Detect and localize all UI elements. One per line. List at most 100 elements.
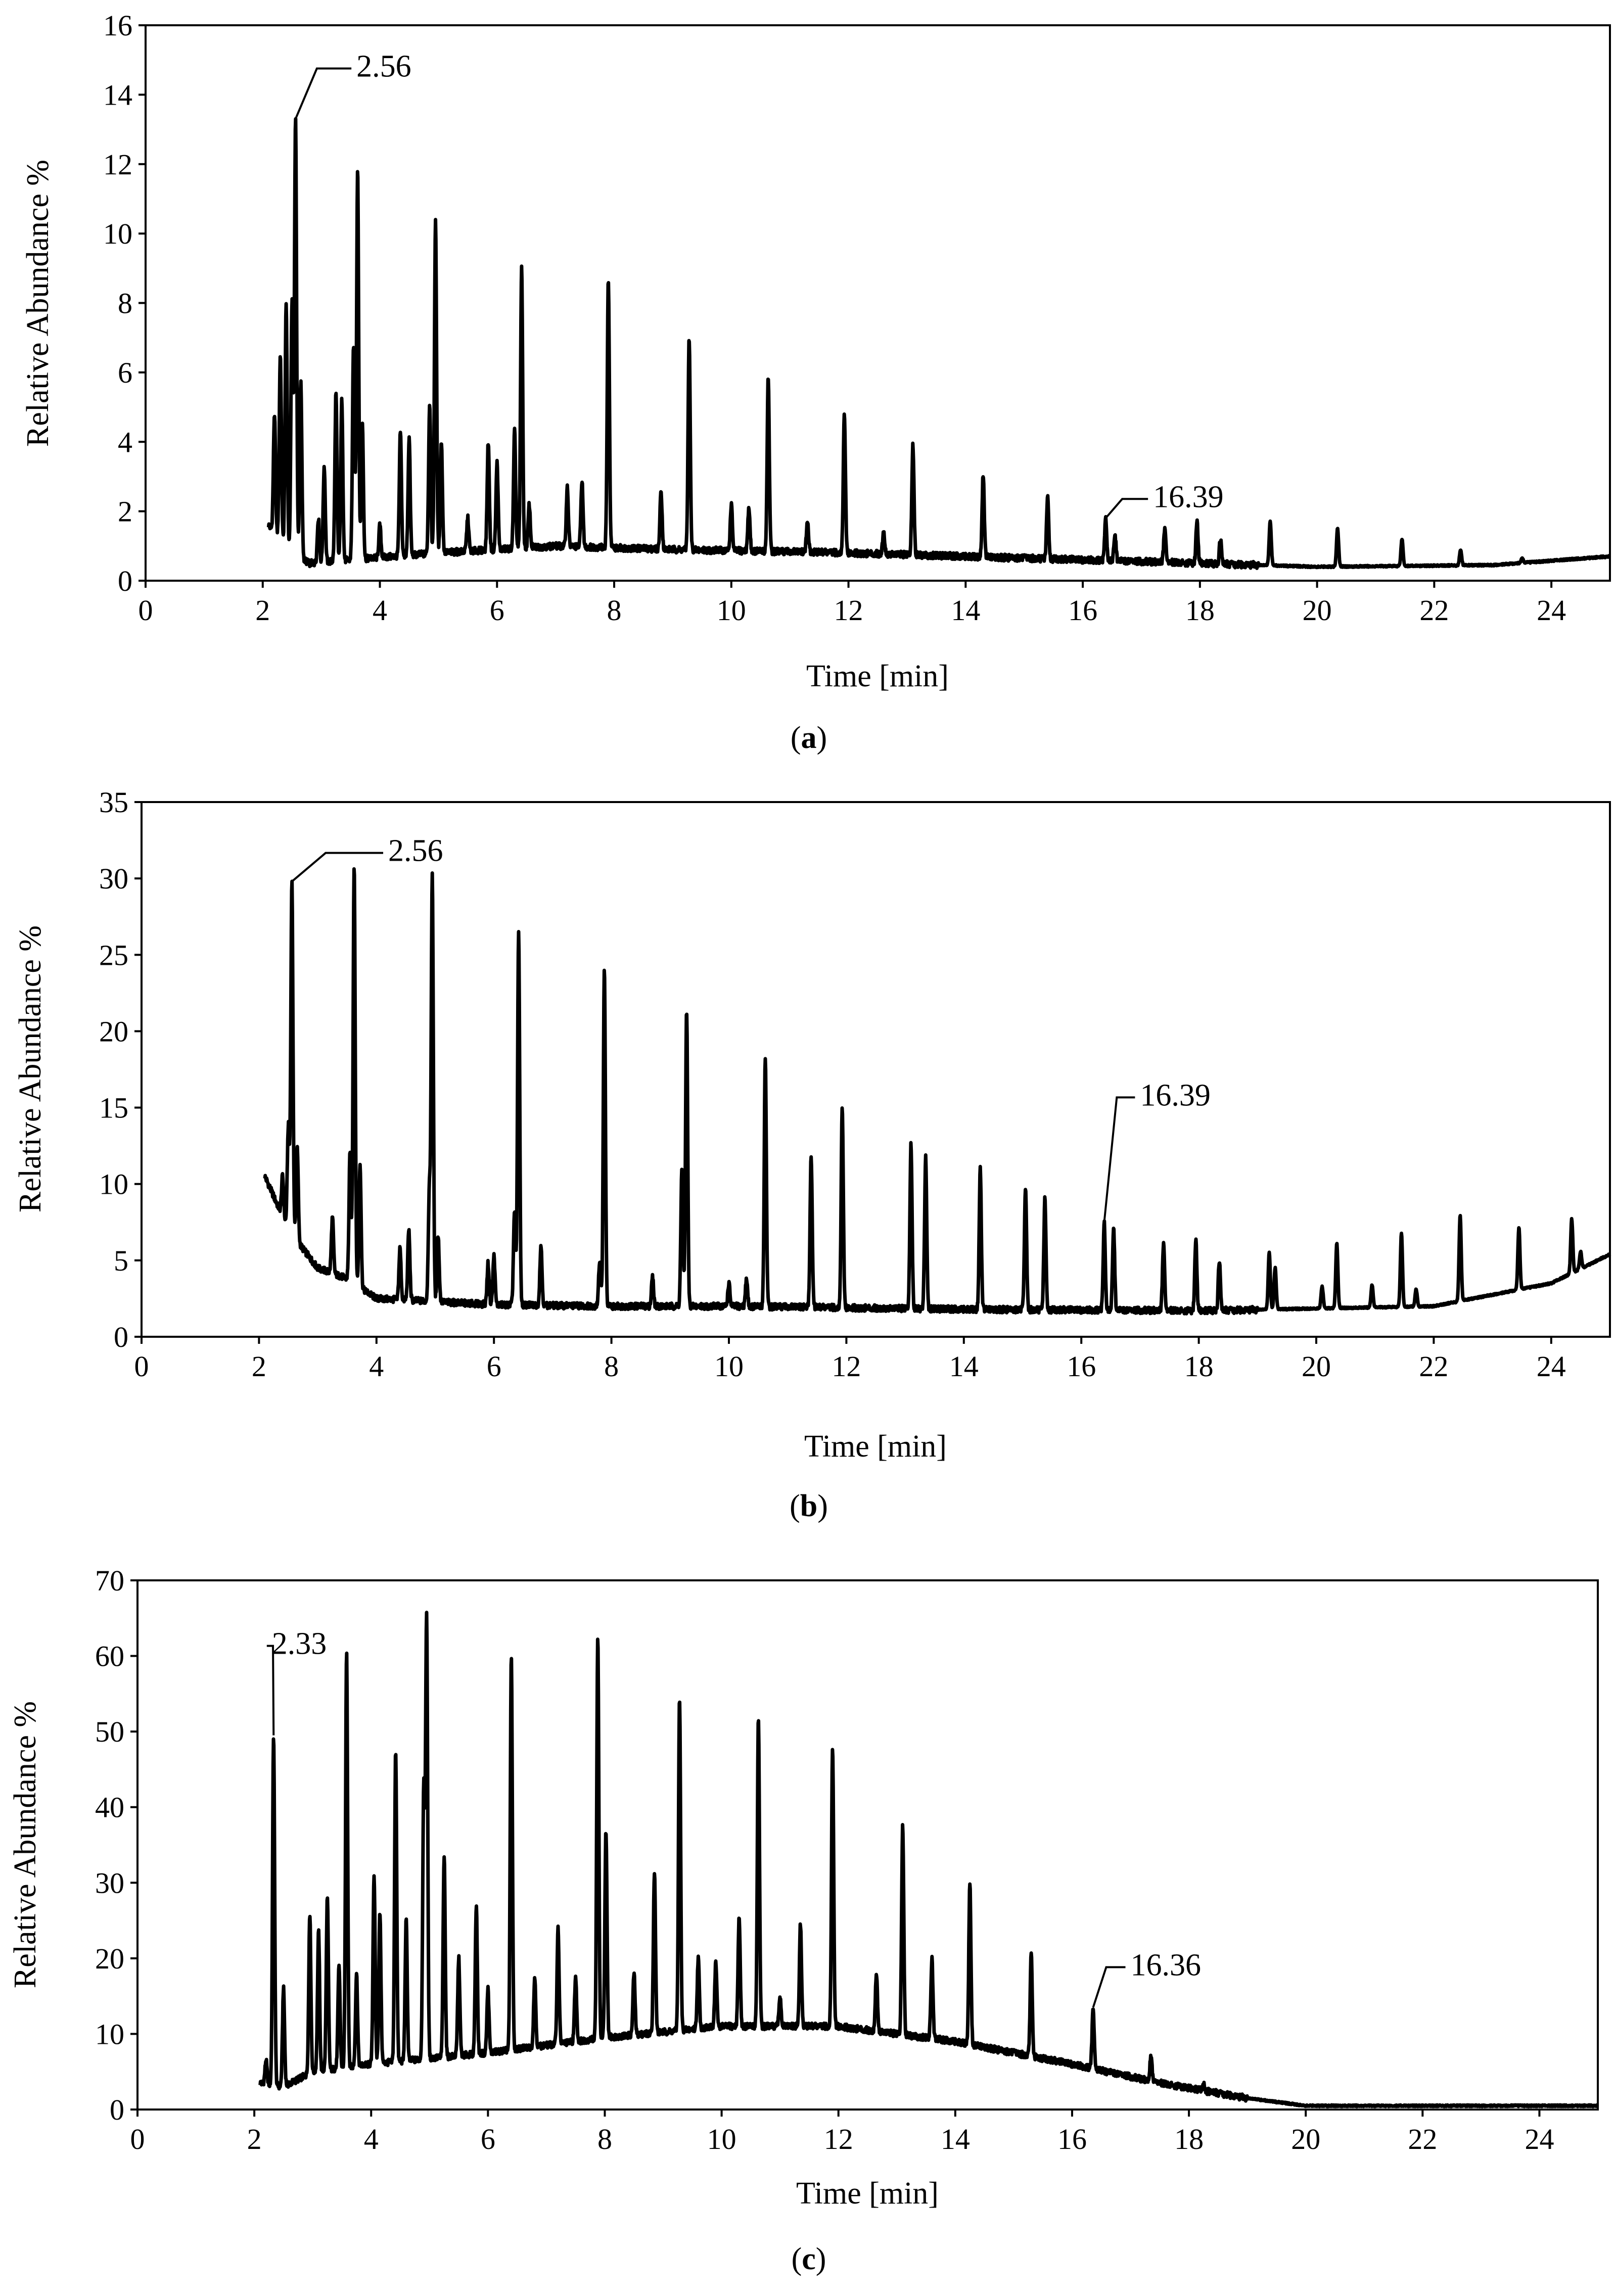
y-tick-label: 0 (110, 2093, 124, 2126)
peak-annotations: 2.56 16.39 (291, 834, 1211, 1223)
annotation-leader-line (291, 852, 384, 882)
x-tick-label: 4 (369, 1350, 384, 1383)
y-axis-label: Relative Abundance % (8, 1701, 42, 1988)
panel-caption: (c) (792, 2242, 826, 2276)
y-tick-label: 8 (118, 287, 132, 320)
peak-annotations: 2.56 16.39 (294, 50, 1224, 519)
x-tick-label: 10 (707, 2123, 736, 2156)
x-tick-label: 4 (373, 594, 387, 627)
y-tick-label: 20 (95, 1942, 124, 1975)
x-tick-label: 16 (1057, 2123, 1087, 2156)
panel-caption: (a) (791, 721, 827, 755)
y-tick-label: 20 (99, 1015, 128, 1048)
peak-annotation-label: 16.36 (1131, 1948, 1202, 1982)
y-tick-label: 12 (103, 148, 132, 181)
y-axis-ticks: 0 2 4 6 8 10 12 14 16 (103, 9, 146, 597)
x-tick-label: 6 (481, 2123, 495, 2156)
x-tick-label: 8 (604, 1350, 619, 1383)
x-tick-label: 8 (607, 594, 622, 627)
x-axis-ticks: 0 2 4 6 8 10 12 14 16 18 20 22 24 (139, 581, 1566, 627)
x-tick-label: 0 (130, 2123, 145, 2156)
peak-annotation-label: 2.33 (272, 1627, 327, 1661)
annotation-leader-line (266, 1645, 275, 1736)
plot-area-frame (141, 801, 1611, 1338)
y-tick-label: 35 (99, 786, 128, 819)
x-tick-label: 10 (717, 594, 746, 627)
x-tick-label: 24 (1525, 2123, 1554, 2156)
x-tick-label: 12 (832, 1350, 861, 1383)
y-tick-label: 40 (95, 1791, 124, 1824)
y-tick-label: 2 (118, 495, 132, 528)
x-tick-label: 14 (949, 1350, 979, 1383)
peak-annotation-label: 2.56 (388, 834, 443, 868)
x-tick-label: 24 (1537, 1350, 1566, 1383)
peak-annotation-label: 16.39 (1153, 480, 1224, 514)
x-axis-label: Time [min] (806, 659, 949, 693)
y-axis-label: Relative Abundance % (21, 160, 55, 447)
x-tick-label: 14 (951, 594, 980, 627)
y-tick-label: 16 (103, 9, 132, 42)
x-axis-label: Time [min] (796, 2176, 939, 2211)
x-tick-label: 6 (490, 594, 504, 627)
peak-annotation-label: 2.56 (356, 50, 411, 84)
x-tick-label: 10 (714, 1350, 744, 1383)
annotation-leader-line (1104, 498, 1148, 519)
x-tick-label: 22 (1419, 594, 1449, 627)
x-tick-label: 22 (1419, 1350, 1448, 1383)
x-axis-ticks: 0 2 4 6 8 10 12 14 16 18 20 22 24 (130, 2110, 1554, 2156)
chromatogram-trace (258, 1611, 1599, 2108)
y-axis-ticks: 0 5 10 15 20 25 30 35 (99, 786, 142, 1353)
x-tick-label: 14 (941, 2123, 970, 2156)
y-tick-label: 70 (95, 1564, 124, 1597)
x-tick-label: 20 (1291, 2123, 1320, 2156)
x-tick-label: 2 (247, 2123, 262, 2156)
x-tick-label: 2 (255, 594, 270, 627)
plot-area-frame (136, 1579, 1599, 2111)
x-tick-label: 0 (139, 594, 153, 627)
chromatogram-trace (266, 117, 1611, 570)
x-tick-label: 6 (487, 1350, 501, 1383)
y-tick-label: 60 (95, 1640, 124, 1673)
x-tick-label: 16 (1068, 594, 1097, 627)
y-tick-label: 10 (99, 1168, 128, 1201)
x-axis-ticks: 0 2 4 6 8 10 12 14 16 18 20 22 24 (134, 1337, 1566, 1383)
x-tick-label: 12 (834, 594, 863, 627)
x-tick-label: 2 (252, 1350, 266, 1383)
panel-caption: (b) (790, 1489, 828, 1523)
x-tick-label: 16 (1067, 1350, 1096, 1383)
y-tick-label: 15 (99, 1092, 128, 1124)
peak-annotations: 2.33 16.36 (266, 1627, 1202, 2008)
x-tick-label: 18 (1174, 2123, 1204, 2156)
x-axis-label: Time [min] (804, 1429, 947, 1464)
y-tick-label: 10 (95, 2018, 124, 2050)
annotation-leader-line (1103, 1096, 1135, 1223)
peak-annotation-label: 16.39 (1140, 1078, 1211, 1112)
y-tick-label: 50 (95, 1715, 124, 1748)
x-tick-label: 0 (134, 1350, 149, 1383)
y-tick-label: 6 (118, 356, 132, 389)
y-tick-label: 14 (103, 78, 132, 111)
y-tick-label: 30 (95, 1866, 124, 1899)
x-tick-label: 24 (1537, 594, 1566, 627)
y-tick-label: 0 (114, 1321, 128, 1353)
y-tick-label: 25 (99, 939, 128, 971)
y-tick-label: 10 (103, 217, 132, 250)
y-tick-label: 0 (118, 565, 132, 597)
x-tick-label: 18 (1184, 1350, 1214, 1383)
chromatogram-trace (263, 867, 1611, 1316)
x-tick-label: 20 (1303, 594, 1332, 627)
x-tick-label: 18 (1185, 594, 1215, 627)
y-axis-ticks: 0 10 20 30 40 50 60 70 (95, 1564, 137, 2126)
x-tick-label: 22 (1408, 2123, 1437, 2156)
y-tick-label: 30 (99, 862, 128, 895)
y-tick-label: 5 (114, 1244, 128, 1277)
x-tick-label: 12 (824, 2123, 853, 2156)
annotation-leader-line (1092, 1966, 1126, 2008)
x-tick-label: 8 (597, 2123, 612, 2156)
annotation-leader-line (294, 67, 352, 120)
x-tick-label: 4 (364, 2123, 379, 2156)
